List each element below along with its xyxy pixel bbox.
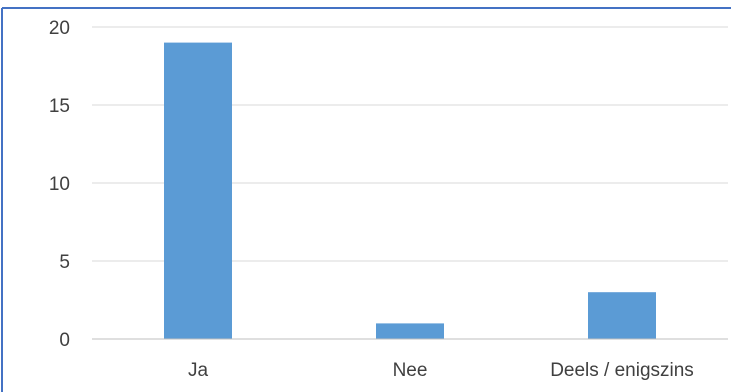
bars — [164, 42, 656, 339]
x-axis-category-labels: Ja Nee Deels / enigszins — [188, 360, 694, 381]
x-tick-label-deels-enigszins: Deels / enigszins — [550, 360, 694, 381]
y-tick-label-5: 5 — [59, 252, 70, 273]
y-tick-label-10: 10 — [49, 174, 70, 195]
x-tick-label-ja: Ja — [188, 360, 209, 381]
y-axis-tick-labels: 0 5 10 15 20 — [49, 18, 70, 351]
chart-frame — [1, 7, 731, 392]
x-tick-label-nee: Nee — [393, 360, 428, 381]
y-tick-label-15: 15 — [49, 96, 70, 117]
bar-ja — [164, 42, 232, 339]
bar-deels-enigszins — [588, 292, 656, 339]
y-tick-label-0: 0 — [59, 330, 70, 351]
y-tick-label-20: 20 — [49, 18, 70, 39]
bar-nee — [376, 323, 444, 339]
